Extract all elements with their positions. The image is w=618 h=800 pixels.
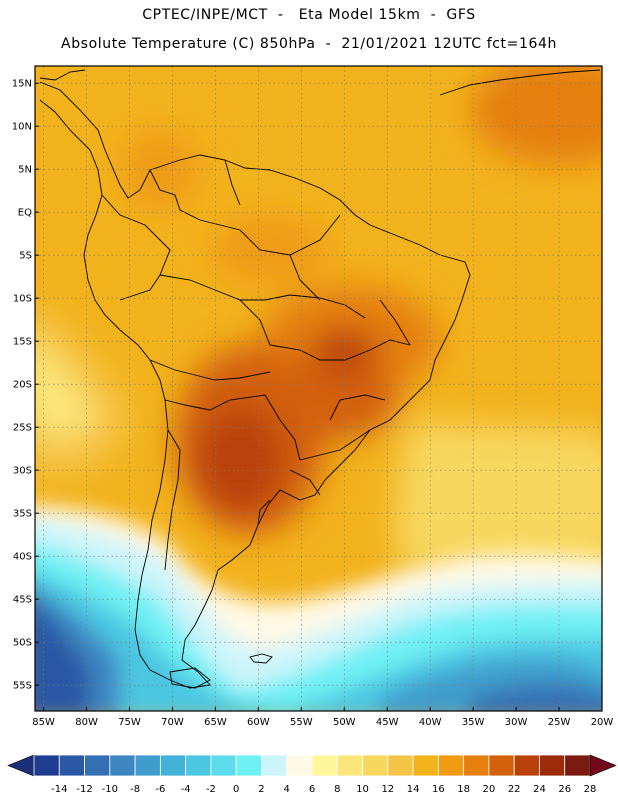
map-title-line2: Absolute Temperature (C) 850hPa - 21/01/… [61,36,557,52]
colorbar-swatch [336,754,363,777]
colorbar-swatch [109,754,136,777]
colorbar-swatch [387,754,414,777]
longitude-labels: 85W 80W 75W 70W 65W 60W 55W 50W 45W 40W 35W 30W 25W 2… [32,717,613,728]
lat-label: 20S [13,380,32,391]
lat-label: 15S [13,337,32,348]
colorbar-swatch [84,754,111,777]
lon-label: 70W [161,717,184,728]
lat-lon-grid [35,66,603,711]
lon-label: 30W [505,717,528,728]
lon-label: 55W [290,717,313,728]
colorbar-swatch [564,754,591,777]
colorbar-swatch [488,754,515,777]
colorbar-label: -6 [155,784,165,795]
colorbar-swatch [286,754,313,777]
coastline [39,69,601,689]
lon-label: 60W [247,717,270,728]
colorbar-label: -8 [130,784,140,795]
colorbar-swatch [210,754,237,777]
lon-label: 65W [204,717,227,728]
lon-label: 40W [419,717,442,728]
lon-label: 25W [548,717,571,728]
lon-label: 45W [376,717,399,728]
colorbar-label: 18 [457,784,470,795]
colorbar-label: 16 [432,784,445,795]
colorbar-label: -12 [76,784,92,795]
lat-label: 45S [13,595,32,606]
colorbar-label: 24 [533,784,546,795]
colorbar-label: 6 [309,784,315,795]
colorbar-swatch [412,754,439,777]
colorbar-swatch [311,754,338,777]
colorbar-swatch [33,754,60,777]
lon-label: 75W [118,717,141,728]
colorbar-swatch [235,754,262,777]
lat-label: EQ [18,208,32,219]
colorbar-swatch [513,754,540,777]
colorbar-swatch [362,754,389,777]
colorbar-label: 8 [334,784,340,795]
colorbar-swatch [185,754,212,777]
lat-label: 50S [13,638,32,649]
lon-label: 50W [333,717,356,728]
colorbar-label: 10 [356,784,369,795]
map-frame [34,65,603,712]
colorbar-swatch [261,754,288,777]
colorbar-arrow-low [7,754,35,777]
colorbar-swatch [58,754,85,777]
colorbar-label: 14 [407,784,420,795]
colorbar-label: 2 [258,784,264,795]
color-scale-bar: -14 -12 -10 -8 -6 -4 -2 0 2 4 6 8 10 12 14 16 18 20 22 24 26… [7,754,617,795]
colorbar-swatch [437,754,465,777]
colorbar-label: -2 [206,784,216,795]
lat-label: 5S [19,251,32,262]
lat-label: 10S [13,294,32,305]
lon-label: 80W [75,717,98,728]
lat-label: 10N [12,122,32,133]
colorbar-arrow-high [589,754,617,777]
lat-label: 35S [13,509,32,520]
colorbar-swatch [463,754,490,777]
lon-label: 35W [462,717,485,728]
colorbar-label: 4 [284,784,290,795]
lat-label: 25S [13,423,32,434]
lat-label: 55S [13,681,32,692]
lon-label: 20W [591,717,614,728]
lat-label: 30S [13,466,32,477]
lat-label: 5N [18,165,32,176]
colorbar-label: 12 [381,784,394,795]
colorbar-label: 26 [558,784,571,795]
colorbar-label: 20 [483,784,496,795]
colorbar-label: -4 [181,784,191,795]
lat-label: 15N [12,79,32,90]
colorbar-label: 28 [584,784,597,795]
temperature-field [35,66,602,711]
lat-label: 40S [13,552,32,563]
colorbar-swatch [134,754,161,777]
map-title-line1: CPTEC/INPE/MCT - Eta Model 15km - GFS [142,7,476,23]
colorbar-label: 22 [508,784,521,795]
latitude-labels: 15N 10N 5N EQ 5S 10S 15S 20S 25S 30S 35S 40S 45S 50S 5… [12,79,32,692]
colorbar-swatch [159,754,187,777]
colorbar-swatch [539,754,566,777]
colorbar-label: -14 [51,784,67,795]
colorbar-label: 0 [233,784,239,795]
colorbar-label: -10 [102,784,118,795]
lon-label: 85W [32,717,55,728]
